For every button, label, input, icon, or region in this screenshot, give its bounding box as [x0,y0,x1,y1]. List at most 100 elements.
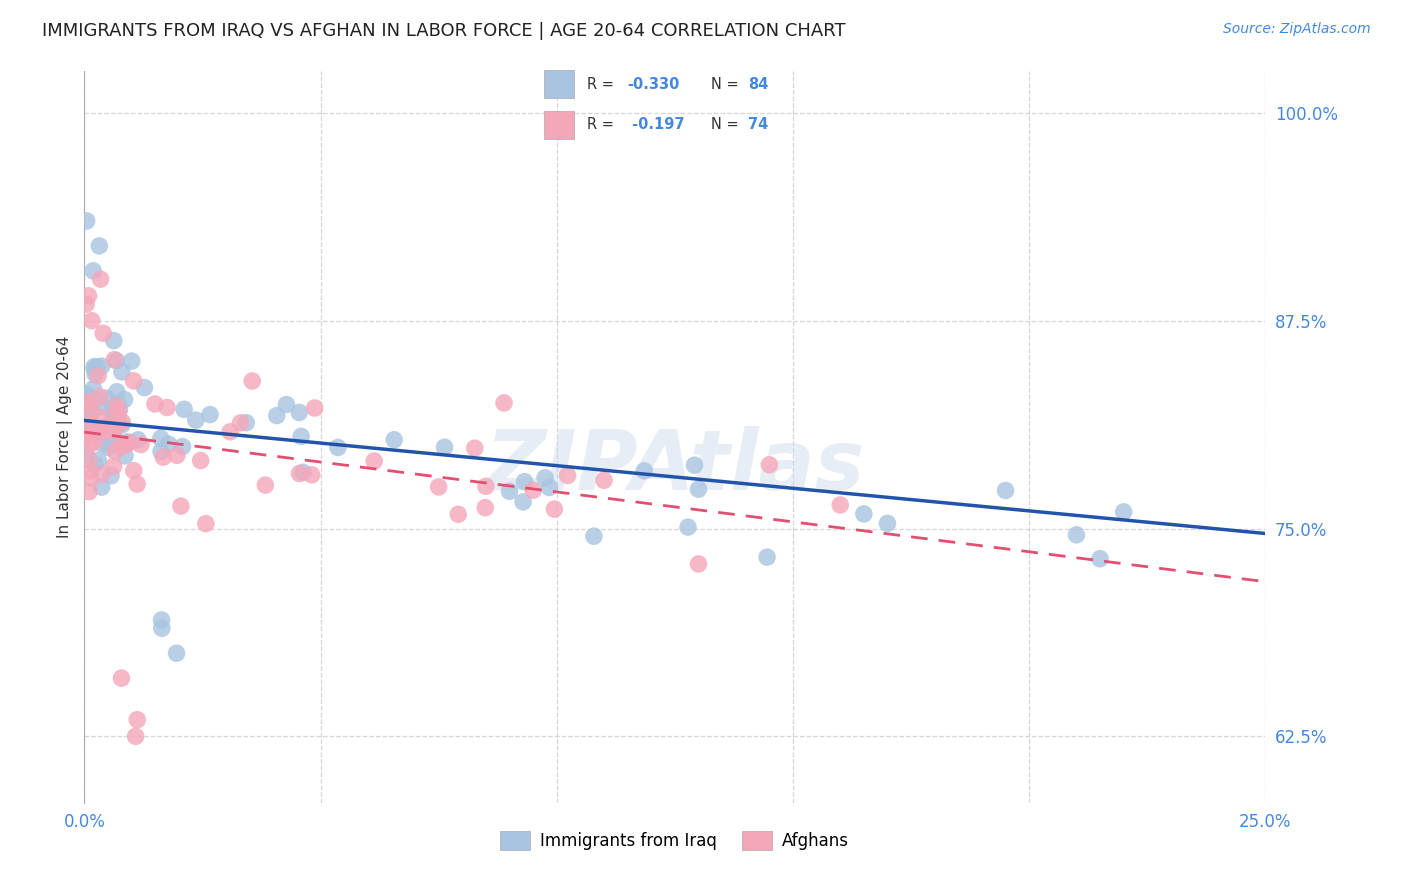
Point [84,367,107,381]
Point [292,466,315,480]
Text: Source: ZipAtlas.com: Source: ZipAtlas.com [1223,22,1371,37]
Point [101,402,124,417]
Point [758,458,780,472]
Point [104,417,127,432]
Text: R =: R = [586,117,619,132]
Point [254,478,277,492]
Point [103,334,125,348]
Point [1112,505,1135,519]
Point [105,399,128,413]
Point [107,403,129,417]
Point [447,508,470,522]
Point [96,391,118,405]
Point [219,425,242,439]
Point [290,429,312,443]
Point [79,422,101,436]
Point [111,415,134,429]
Point [75,430,97,444]
Point [543,502,565,516]
Point [582,529,605,543]
Point [382,433,405,447]
Y-axis label: In Labor Force | Age 20-64: In Labor Force | Age 20-64 [58,336,73,538]
Point [105,399,128,413]
Point [538,481,561,495]
Point [79,425,101,439]
Point [115,434,138,449]
Point [76,396,98,410]
Point [194,516,217,531]
Point [593,473,616,487]
Point [105,418,128,433]
Point [107,417,129,432]
Point [475,479,498,493]
Point [288,467,311,481]
Point [103,437,125,451]
Point [104,421,127,435]
Point [118,435,141,450]
Point [427,480,450,494]
Point [266,409,288,423]
Point [114,438,136,452]
Point [149,431,172,445]
Point [83,359,105,374]
Point [633,464,655,478]
Point [91,437,114,451]
Point [111,365,134,379]
Text: IMMIGRANTS FROM IRAQ VS AFGHAN IN LABOR FORCE | AGE 20-64 CORRELATION CHART: IMMIGRANTS FROM IRAQ VS AFGHAN IN LABOR … [42,22,846,40]
Point [108,402,131,417]
Text: -0.330: -0.330 [627,77,679,92]
Point [83,434,105,449]
Text: N =: N = [710,117,742,132]
Point [83,361,105,376]
Point [86,359,108,374]
Point [76,214,98,228]
Point [184,413,207,427]
Point [492,396,515,410]
Bar [544,111,575,139]
Point [127,713,149,727]
Point [77,289,100,303]
Point [110,671,132,685]
Point [89,390,111,404]
Point [433,440,456,454]
Point [80,471,103,485]
Point [75,424,97,438]
Point [103,459,125,474]
Point [557,468,579,483]
Point [474,500,496,515]
Point [104,444,127,458]
Point [105,384,128,399]
Point [82,402,104,417]
Point [830,498,852,512]
Point [121,354,143,368]
Point [75,297,97,311]
Point [512,495,534,509]
Point [77,395,100,409]
Point [124,729,146,743]
Point [170,499,193,513]
Point [105,419,128,434]
Point [84,458,107,472]
Point [114,392,136,407]
Point [91,326,114,341]
Point [240,374,263,388]
Point [134,381,156,395]
Point [276,398,298,412]
Point [90,467,112,481]
Point [111,417,134,432]
Point [103,429,125,443]
Point [87,368,110,383]
Point [90,410,112,425]
Text: R =: R = [586,77,619,92]
Point [76,424,98,438]
Point [77,484,100,499]
Point [98,441,121,455]
Point [105,353,128,368]
Point [103,352,125,367]
Point [114,449,136,463]
Text: -0.197: -0.197 [627,117,685,132]
Point [90,272,112,286]
Text: N =: N = [710,77,742,92]
Text: 74: 74 [748,117,768,132]
Point [198,408,221,422]
